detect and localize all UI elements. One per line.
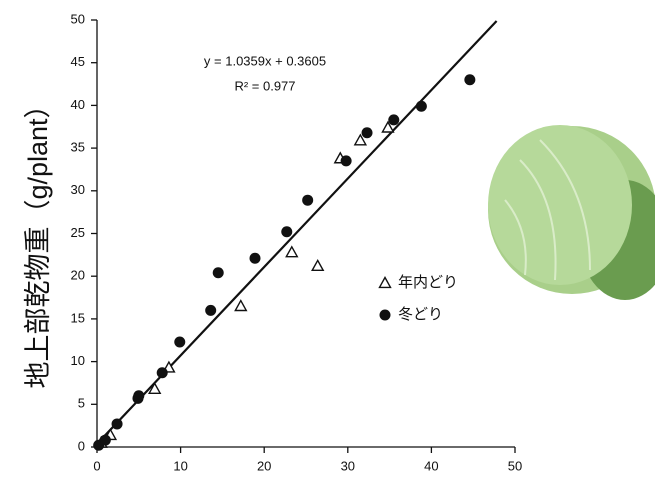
x-tick-label: 40: [424, 458, 438, 473]
trend-equation: y = 1.0359x + 0.3605: [204, 53, 326, 68]
y-tick-label: 10: [71, 353, 85, 368]
cabbage-illustration: [488, 125, 655, 300]
point: [286, 247, 297, 257]
trend-r-squared: R² = 0.977: [234, 78, 295, 93]
point: [100, 435, 111, 446]
point: [133, 390, 144, 401]
chart: 地上部乾物重（g/plant） y = 1.0359x + 0.3605 R² …: [0, 0, 655, 480]
point: [341, 155, 352, 166]
point: [235, 301, 246, 311]
point: [174, 336, 185, 347]
trend-line: [97, 21, 497, 444]
y-tick-label: 20: [71, 268, 85, 283]
point: [302, 195, 313, 206]
legend-marker: [380, 310, 391, 321]
point: [157, 367, 168, 378]
y-tick-label: 0: [78, 438, 85, 453]
point: [362, 127, 373, 138]
y-tick-label: 35: [71, 140, 85, 155]
y-axis-label: 地上部乾物重（g/plant）: [23, 91, 53, 388]
legend-marker: [380, 278, 391, 288]
y-tick-label: 40: [71, 97, 85, 112]
point: [312, 260, 323, 270]
point: [112, 418, 123, 429]
x-tick-label: 20: [257, 458, 271, 473]
y-tick-label: 30: [71, 182, 85, 197]
y-tick-label: 50: [71, 11, 85, 26]
point: [464, 74, 475, 85]
point: [213, 267, 224, 278]
x-tick-label: 50: [508, 458, 522, 473]
y-tick-label: 45: [71, 54, 85, 69]
point: [388, 114, 399, 125]
y-tick-label: 15: [71, 310, 85, 325]
point: [281, 226, 292, 237]
y-tick-label: 25: [71, 225, 85, 240]
x-tick-label: 30: [341, 458, 355, 473]
legend-label: 年内どり: [398, 274, 458, 291]
point: [205, 305, 216, 316]
point: [416, 101, 427, 112]
legend-label: 冬どり: [398, 306, 443, 323]
x-tick-label: 0: [93, 458, 100, 473]
x-tick-label: 10: [173, 458, 187, 473]
point: [250, 253, 261, 264]
y-tick-label: 5: [78, 396, 85, 411]
